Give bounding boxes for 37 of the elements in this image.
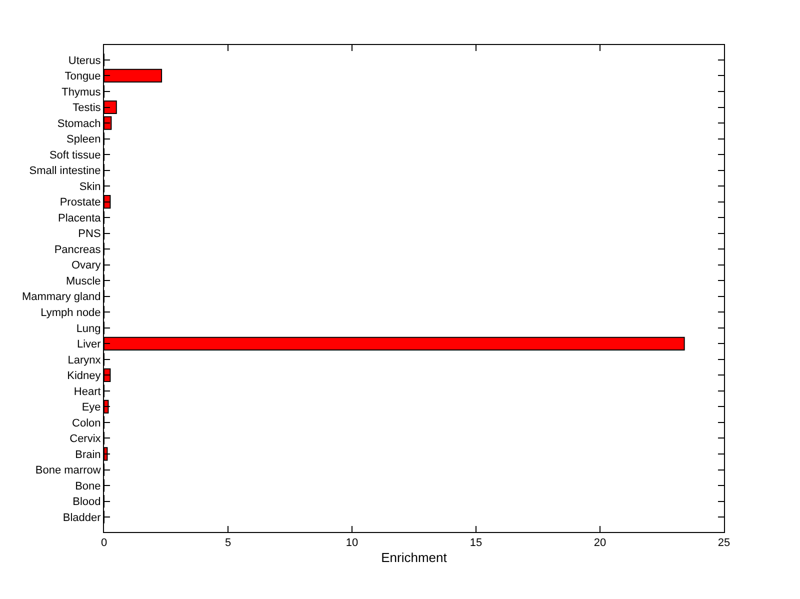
y-tick-label: Eye [82, 402, 101, 414]
y-tick-label: Lymph node [40, 306, 101, 319]
y-tick-label: Thymus [62, 86, 102, 98]
y-tick-label: Muscle [66, 275, 101, 288]
y-tick-label: Bladder [62, 512, 102, 524]
y-tick-label: Kidney [67, 370, 102, 382]
y-tick-label: Spleen [66, 134, 101, 146]
y-tick-label: Placenta [58, 212, 102, 224]
y-tick-label: Brain [75, 448, 101, 461]
y-tick-label: Ovary [71, 260, 102, 272]
y-tick-label: Soft tissue [49, 149, 101, 162]
y-tick-label: Testis [72, 102, 102, 114]
y-tick-label: Lung [76, 322, 101, 335]
x-tick-label: 15 [470, 537, 482, 550]
x-tick-label: 0 [100, 537, 108, 550]
y-tick-label: Small intestine [29, 165, 101, 178]
x-tick-label: 5 [224, 537, 232, 550]
x-axis-title: Enrichment [381, 550, 448, 565]
y-tick-label: Bone marrow [35, 464, 101, 477]
y-tick-label: Uterus [68, 54, 102, 67]
y-tick-label: Skin [79, 180, 101, 193]
y-tick-label: Mammary gland [22, 291, 101, 304]
y-tick-label: Tongue [64, 70, 101, 83]
y-tick-label: Liver [76, 338, 102, 351]
y-tick-label: Colon [72, 417, 101, 430]
y-tick-label: Heart [74, 386, 101, 398]
y-tick-label: PNS [78, 228, 101, 240]
y-tick-label: Bone [75, 480, 101, 492]
y-tick-label: Pancreas [54, 244, 102, 256]
y-tick-label: Cervix [70, 433, 102, 446]
y-tick-label: Larynx [68, 354, 102, 366]
x-tick-label: 25 [718, 537, 730, 550]
x-tick-label: 20 [594, 537, 606, 550]
x-tick-label: 10 [346, 537, 358, 550]
y-tick-label: Blood [72, 496, 101, 508]
y-tick-label: Stomach [57, 118, 101, 130]
y-tick-label: Prostate [60, 196, 101, 209]
